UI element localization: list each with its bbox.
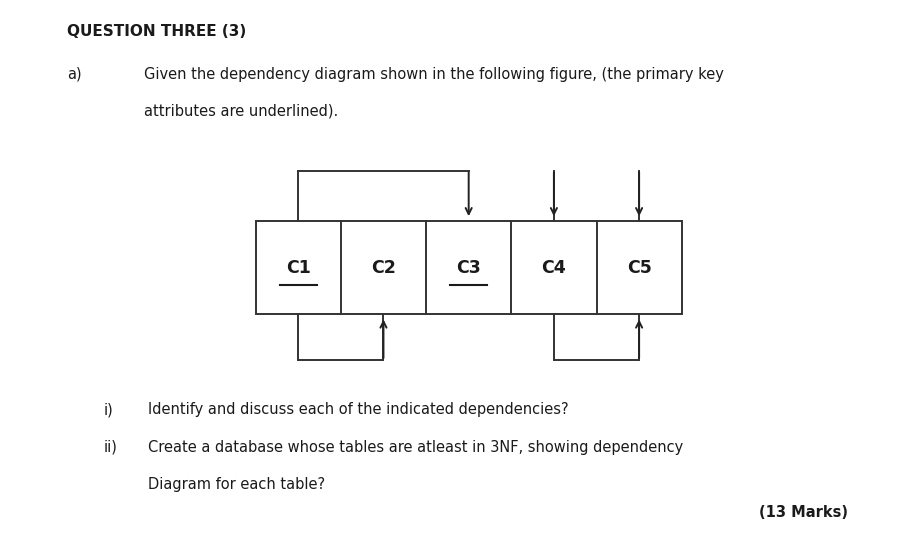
- Text: Create a database whose tables are atleast in 3NF, showing dependency: Create a database whose tables are atlea…: [148, 440, 684, 455]
- Text: attributes are underlined).: attributes are underlined).: [144, 104, 338, 119]
- Text: C3: C3: [457, 259, 481, 277]
- Text: Diagram for each table?: Diagram for each table?: [148, 477, 325, 492]
- Text: Identify and discuss each of the indicated dependencies?: Identify and discuss each of the indicat…: [148, 402, 569, 417]
- Text: C5: C5: [627, 259, 651, 277]
- Text: C4: C4: [542, 259, 566, 277]
- Text: (13 Marks): (13 Marks): [759, 505, 848, 520]
- Text: C2: C2: [371, 259, 396, 277]
- Bar: [256, 221, 682, 314]
- Text: QUESTION THREE (3): QUESTION THREE (3): [67, 24, 247, 39]
- Text: i): i): [103, 402, 113, 417]
- Text: C1: C1: [286, 259, 310, 277]
- Text: ii): ii): [103, 440, 117, 455]
- Text: Given the dependency diagram shown in the following figure, (the primary key: Given the dependency diagram shown in th…: [144, 67, 723, 82]
- Text: a): a): [67, 67, 82, 82]
